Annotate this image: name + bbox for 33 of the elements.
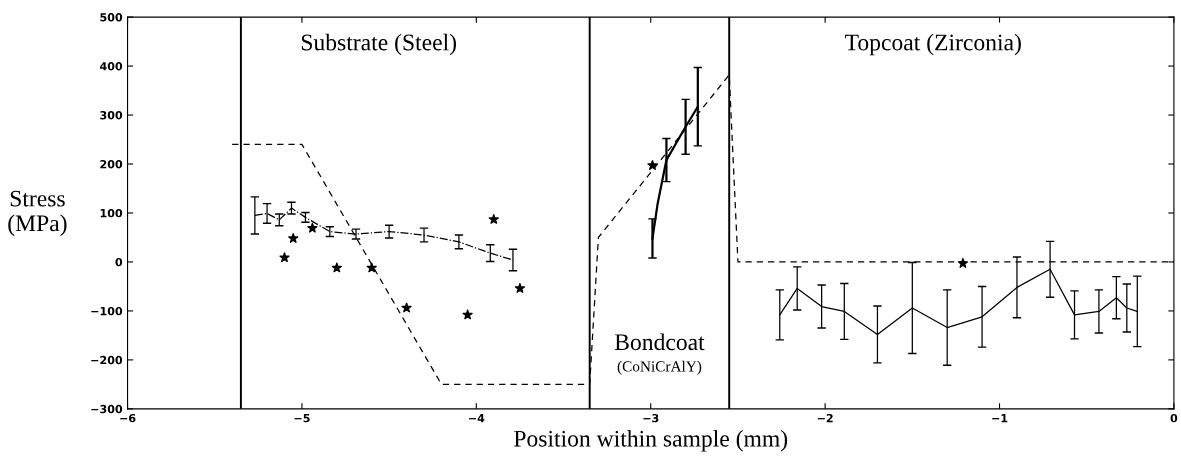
y-tick-label: 200: [100, 159, 123, 169]
point: [462, 309, 473, 320]
x-tick-label: 0: [1170, 413, 1178, 423]
point: [957, 258, 969, 268]
point: [366, 262, 377, 273]
point: [514, 283, 526, 293]
x-tick-label: −6: [120, 413, 136, 423]
x-tick-label: −5: [294, 414, 310, 423]
annotation: Topcoat (Zirconia): [845, 33, 1021, 56]
x-tick-label: −2: [817, 413, 833, 423]
x-tick-label: −4: [468, 414, 485, 423]
y-axis-title: Stress (MPa): [8, 190, 67, 237]
y-tick-label: 400: [99, 62, 123, 71]
y-tick-label: −100: [91, 306, 123, 316]
x-axis-title: Position within sample (mm): [514, 430, 788, 452]
annotation: (CoNiCrAlY): [617, 360, 702, 375]
y-tick-label: −300: [91, 404, 123, 414]
point: [331, 262, 342, 273]
y-tick-label: 300: [100, 111, 123, 120]
x-tick-label: −3: [643, 413, 659, 423]
x-tick-label: −1: [992, 414, 1008, 423]
annotation: Bondcoat: [614, 333, 705, 351]
y-tick-label: −200: [91, 355, 123, 365]
annotation: Substrate (Steel): [301, 33, 456, 56]
point: [279, 252, 290, 263]
point: [288, 233, 299, 243]
point: [488, 213, 499, 224]
point: [647, 160, 658, 170]
point: [401, 302, 412, 313]
y-tick-label: 0: [115, 257, 123, 267]
point: [307, 222, 318, 233]
y-tick-label: 500: [100, 13, 123, 22]
y-tick-label: 100: [100, 208, 123, 218]
